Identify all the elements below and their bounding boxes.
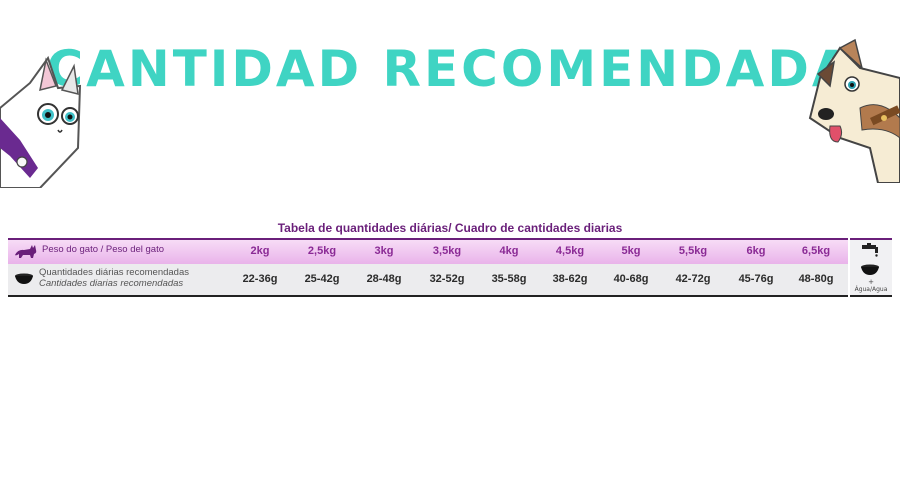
quantity-cell: 40-68g [613, 273, 649, 285]
table-caption: Tabela de quantidades diárias/ Cuadro de… [277, 221, 623, 235]
water-plus: + [868, 278, 874, 286]
weight-row-label: Peso do gato / Peso del gato [42, 244, 165, 255]
weight-cell: 5kg [621, 245, 641, 257]
quantity-cell: 48-80g [798, 273, 834, 285]
quantity-cell: 38-62g [552, 273, 588, 285]
weight-cell: 5,5kg [678, 245, 708, 257]
weight-cell: 6kg [746, 245, 766, 257]
weight-cell: 4,5kg [555, 245, 585, 257]
food-bowl-icon [15, 273, 33, 284]
weight-row: Peso do gato / Peso del gato 2kg 2,5kg 3… [8, 238, 848, 264]
cat-silhouette-icon [15, 245, 37, 258]
quantity-cell: 42-72g [675, 273, 711, 285]
quantity-cell: 35-58g [491, 273, 527, 285]
page-title: CANTIDAD RECOMENDADA [46, 40, 854, 98]
weight-cell: 3kg [374, 245, 394, 257]
weight-cell: 2kg [250, 245, 270, 257]
quantity-cell: 32-52g [429, 273, 465, 285]
water-label: Água/Agua [854, 286, 888, 293]
daily-quantities-table: Tabela de quantidades diárias/ Cuadro de… [8, 219, 892, 299]
cat-mascot-icon [0, 55, 82, 188]
weight-cell: 4kg [499, 245, 519, 257]
dog-mascot-icon [808, 38, 900, 183]
water-column: + Água/Agua [850, 238, 892, 297]
quantity-row: Quantidades diárias recomendadas Cantida… [8, 264, 848, 297]
weight-cell: 3,5kg [432, 245, 462, 257]
water-bowl-icon [861, 264, 879, 275]
quantity-cell: 25-42g [304, 273, 340, 285]
weight-cell: 2,5kg [307, 245, 337, 257]
faucet-icon [862, 243, 878, 257]
weight-cell: 6,5kg [801, 245, 831, 257]
quantity-row-label-pt: Quantidades diárias recomendadas [39, 267, 189, 278]
quantity-cell: 45-76g [738, 273, 774, 285]
quantity-cell: 22-36g [242, 273, 278, 285]
quantity-cell: 28-48g [366, 273, 402, 285]
quantity-row-label-es: Cantidades diarias recomendadas [39, 278, 184, 289]
